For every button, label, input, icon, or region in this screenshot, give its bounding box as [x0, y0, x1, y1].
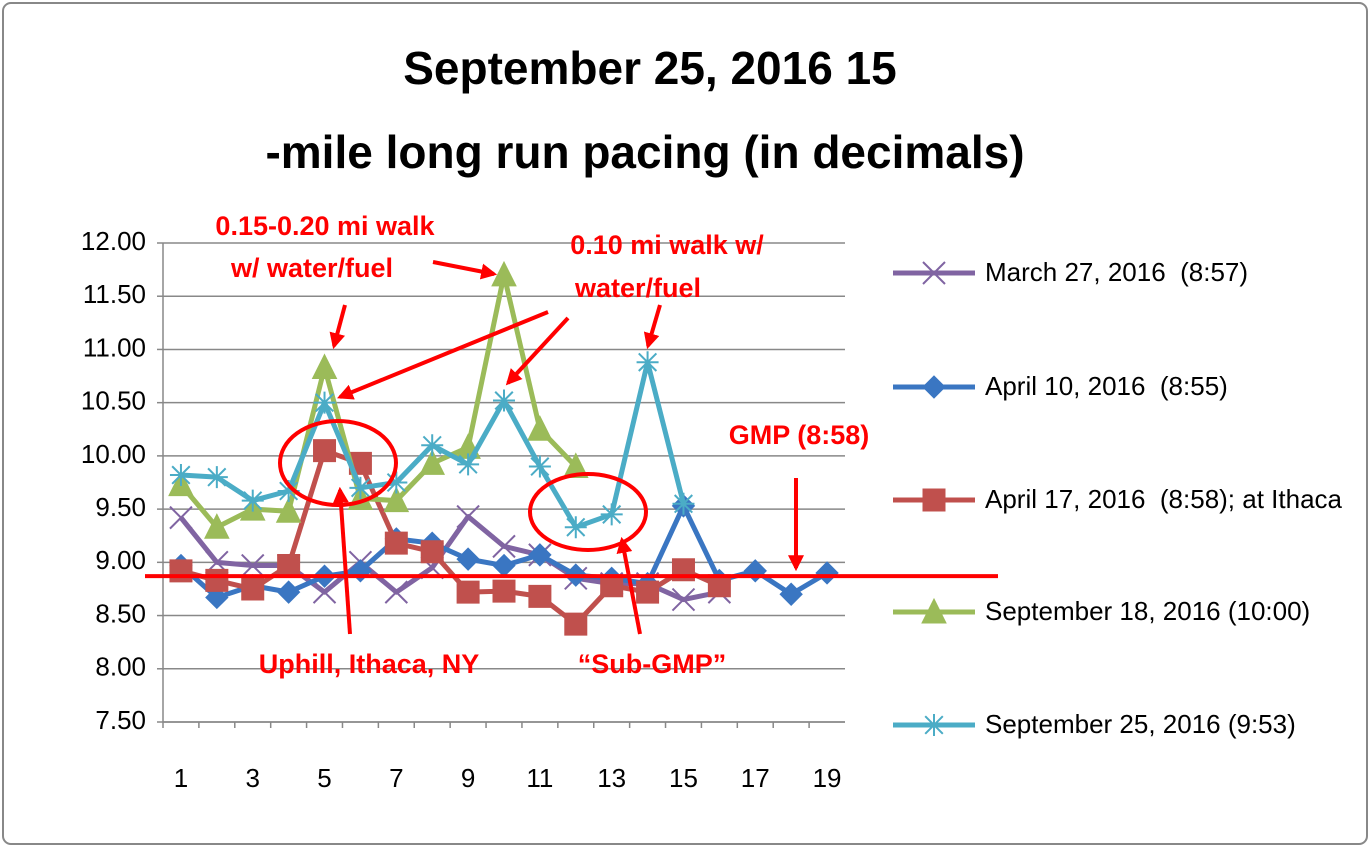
marker — [241, 577, 265, 601]
annotation: 0.10 mi walk w/ — [570, 230, 764, 260]
x-tick-label: 17 — [741, 763, 770, 793]
marker — [277, 480, 300, 503]
marker — [276, 580, 301, 604]
x-tick-label: 1 — [174, 763, 188, 793]
legend-label: April 10, 2016 (8:55) — [985, 371, 1228, 401]
highlight-circle — [528, 472, 648, 552]
marker — [383, 486, 410, 513]
legend-label: March 27, 2016 (8:57) — [985, 257, 1249, 287]
marker — [528, 584, 552, 608]
marker — [564, 612, 588, 636]
y-tick-label: 12.00 — [81, 226, 146, 256]
marker — [492, 579, 516, 603]
marker — [528, 543, 552, 567]
marker — [921, 597, 947, 624]
legend-label: September 25, 2016 (9:53) — [985, 709, 1296, 739]
x-tick-label: 9 — [461, 763, 475, 793]
marker — [493, 389, 515, 412]
marker — [205, 568, 229, 592]
annotation: 0.15-0.20 mi walk — [215, 211, 435, 241]
y-tick-label: 9.50 — [95, 492, 146, 522]
marker — [922, 261, 946, 285]
marker — [348, 559, 373, 583]
legend-label: September 18, 2016 (10:00) — [985, 596, 1311, 626]
marker — [562, 452, 589, 479]
marker — [456, 504, 480, 529]
highlight-circle — [278, 419, 398, 507]
marker — [169, 464, 192, 487]
marker — [419, 449, 446, 475]
marker — [456, 580, 480, 604]
marker — [527, 415, 553, 441]
chart-title: -mile long run pacing (in decimals) — [265, 126, 1024, 178]
marker — [528, 455, 551, 478]
marker — [671, 587, 696, 612]
marker — [313, 439, 337, 463]
marker — [636, 351, 659, 374]
marker — [384, 580, 409, 604]
marker — [205, 466, 228, 489]
marker — [491, 260, 517, 287]
annotation: “Sub-GMP” — [578, 649, 727, 679]
x-tick-label: 5 — [317, 763, 331, 793]
marker — [922, 375, 946, 399]
marker — [169, 505, 193, 530]
marker — [169, 559, 193, 583]
marker — [241, 489, 264, 512]
annotation: w/ water/fuel — [230, 253, 393, 283]
y-tick-label: 8.50 — [95, 598, 146, 628]
marker — [204, 513, 230, 539]
marker — [600, 503, 623, 526]
x-tick-label: 15 — [669, 763, 698, 793]
legend-label: April 17, 2016 (8:58); at Ithaca — [985, 484, 1342, 514]
marker — [922, 488, 946, 512]
x-tick-label: 19 — [813, 763, 842, 793]
marker — [275, 497, 302, 523]
x-tick-label: 3 — [246, 763, 260, 793]
y-tick-label: 8.00 — [95, 652, 146, 682]
marker — [384, 531, 408, 555]
marker — [241, 553, 265, 578]
marker — [779, 582, 803, 606]
annotation: Uphill, Ithaca, NY — [259, 649, 480, 679]
marker — [385, 471, 408, 494]
marker — [492, 534, 516, 559]
marker — [636, 580, 660, 604]
marker — [456, 547, 480, 571]
x-tick-label: 13 — [597, 763, 626, 793]
marker — [277, 554, 301, 578]
marker — [421, 434, 444, 457]
marker — [311, 353, 338, 380]
marker — [349, 476, 372, 499]
marker — [457, 453, 480, 476]
y-tick-label: 10.50 — [81, 386, 146, 416]
marker — [420, 540, 444, 564]
legend — [893, 261, 975, 736]
marker — [312, 580, 337, 604]
x-tick-label: 7 — [389, 763, 403, 793]
annotation: water/fuel — [574, 273, 701, 303]
marker — [564, 516, 587, 539]
y-tick-label: 10.00 — [81, 439, 146, 469]
annotations: 0.15-0.20 mi walk w/ water/fuel 0.10 mi … — [215, 211, 869, 679]
marker — [205, 585, 229, 610]
y-tick-label: 7.50 — [95, 705, 146, 735]
plot-area: 7.50 8.00 8.50 9.00 9.50 10.00 10.50 11.00 11.50… — [81, 226, 998, 793]
chart-title: September 25, 2016 15 — [403, 42, 897, 94]
marker — [672, 492, 695, 515]
annotation: GMP (8:58) — [729, 420, 870, 450]
y-tick-label: 11.50 — [83, 279, 146, 309]
marker — [313, 391, 336, 414]
x-tick-label: 11 — [526, 763, 553, 793]
marker — [923, 714, 945, 736]
arrows — [329, 260, 804, 635]
y-tick-label: 11.00 — [83, 332, 146, 362]
marker — [815, 561, 839, 585]
y-tick-label: 9.00 — [95, 545, 146, 575]
